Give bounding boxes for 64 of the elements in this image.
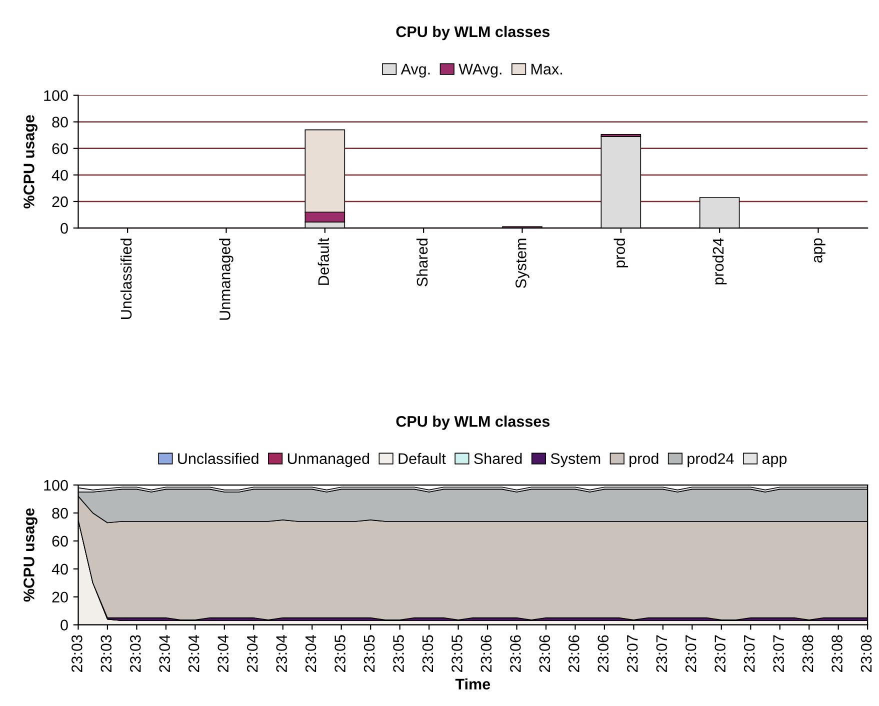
y-tick-label: 20 (52, 592, 68, 603)
x-tick-label: 23:04 (305, 634, 316, 672)
x-axis-title: Time (455, 678, 490, 690)
x-tick-label: 23:04 (246, 634, 258, 672)
y-tick-label: 20 (52, 196, 68, 208)
x-tick-label: 23:03 (72, 635, 82, 672)
y-tick-label: 100 (44, 480, 68, 491)
x-tick-label: 23:05 (422, 635, 434, 672)
legend-label: Default (398, 452, 446, 464)
x-tick-label: 23:04 (276, 634, 287, 672)
chart-title: CPU by WLM classes (396, 416, 550, 430)
x-tick-label: prod (614, 238, 628, 268)
x-tick-label: 23:06 (598, 635, 609, 672)
y-tick-label: 100 (44, 90, 68, 101)
x-tick-label: app (814, 238, 826, 263)
x-tick-label: 23:07 (773, 635, 784, 672)
legend-label: Avg. (400, 64, 430, 78)
y-tick-label: 80 (52, 116, 68, 128)
x-tick-label: 23:05 (452, 635, 462, 672)
x-tick-label: 23:07 (714, 635, 726, 672)
x-tick-label: 23:07 (656, 635, 668, 672)
x-tick-label: 23:06 (568, 635, 580, 672)
x-tick-label: 23:07 (744, 635, 755, 672)
chart-title: CPU by WLM classes (396, 26, 550, 40)
y-tick-label: 0 (60, 620, 68, 630)
x-tick-label: 23:03 (100, 635, 112, 672)
x-tick-label: 23:06 (480, 635, 492, 672)
x-tick-label: 23:06 (539, 635, 550, 672)
x-tick-label: System (516, 238, 530, 288)
x-tick-label: Unmanaged (219, 238, 234, 320)
x-tick-label: Default (318, 238, 329, 285)
x-tick-label: 23:06 (510, 635, 521, 672)
legend-label: Unmanaged (288, 452, 370, 468)
x-tick-label: 23:08 (802, 635, 814, 672)
y-tick-label: 40 (52, 170, 68, 181)
x-tick-label: 23:03 (130, 635, 141, 672)
x-tick-label: 23:07 (626, 635, 638, 672)
x-tick-label: 23:08 (860, 635, 872, 672)
x-tick-label: 23:07 (685, 635, 696, 672)
y-axis-title: %CPU usage (24, 508, 38, 602)
x-tick-label: 23:08 (832, 635, 842, 672)
x-tick-label: 23:05 (364, 635, 375, 672)
y-tick-label: 80 (52, 508, 68, 519)
x-tick-label: Unclassified (120, 238, 132, 319)
y-axis-title: %CPU usage (24, 115, 38, 208)
legend-label: app (762, 456, 787, 468)
y-tick-label: 0 (60, 222, 68, 234)
legend-label: System (550, 453, 600, 468)
x-tick-label: 23:05 (393, 635, 404, 672)
y-tick-label: 40 (52, 564, 68, 575)
x-tick-label: Shared (416, 238, 428, 286)
x-tick-label: 23:05 (334, 635, 346, 672)
legend-label: prod (630, 452, 658, 468)
x-tick-label: 23:04 (188, 634, 200, 672)
legend-label: Shared (474, 452, 522, 464)
legend-label: Max. (531, 64, 562, 75)
x-tick-label: 23:04 (159, 634, 170, 672)
x-tick-label: 23:04 (218, 634, 229, 672)
legend-label: Unclassified (178, 452, 258, 464)
y-tick-label: 60 (52, 536, 68, 547)
legend-label: WAvg. (458, 64, 502, 78)
legend-label: prod24 (688, 452, 734, 468)
y-tick-label: 60 (52, 143, 68, 154)
x-tick-label: prod24 (712, 238, 727, 284)
